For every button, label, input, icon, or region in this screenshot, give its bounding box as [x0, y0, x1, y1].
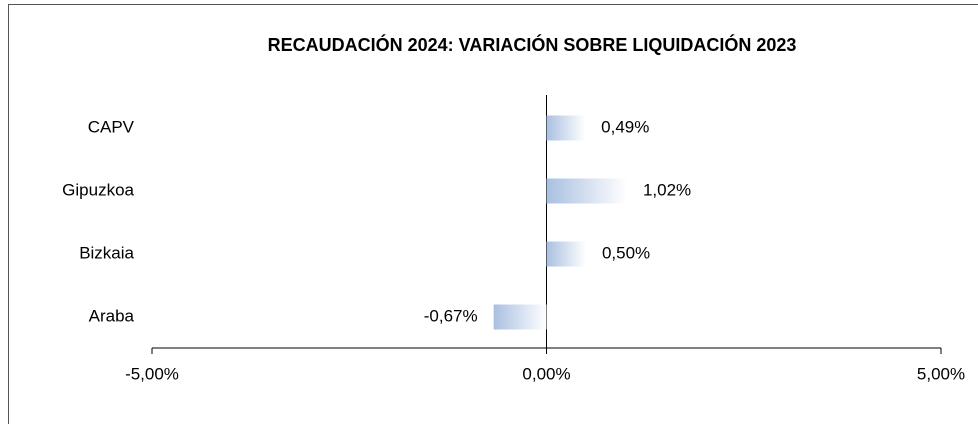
bar [546, 115, 586, 141]
x-tick-label: 5,00% [917, 364, 965, 383]
chart-title: RECAUDACIÓN 2024: VARIACIÓN SOBRE LIQUID… [268, 34, 797, 55]
bar [546, 178, 627, 204]
y-tick-label: Araba [89, 306, 135, 325]
y-tick-label: Gipuzkoa [62, 180, 134, 199]
y-tick-label: Bizkaia [79, 243, 134, 262]
bar [546, 241, 586, 267]
value-label: -0,67% [424, 306, 478, 325]
value-label: 0,50% [602, 243, 650, 262]
frame [8, 4, 978, 424]
value-label: 1,02% [643, 180, 691, 199]
y-tick-label: CAPV [88, 117, 135, 136]
x-tick-label: -5,00% [125, 364, 179, 383]
bar [493, 304, 547, 330]
value-label: 0,49% [601, 117, 649, 136]
x-tick-label: 0,00% [522, 364, 570, 383]
